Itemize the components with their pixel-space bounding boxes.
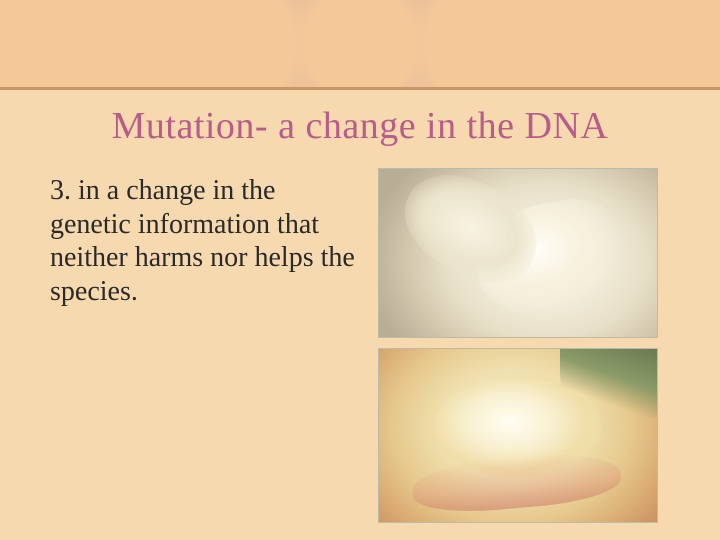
slide-content: Mutation- a change in the DNA 3. in a ch… bbox=[0, 90, 720, 540]
image-column bbox=[378, 168, 670, 523]
body-wrap: 3. in a change in the genetic informatio… bbox=[50, 168, 670, 523]
text-column: 3. in a change in the genetic informatio… bbox=[50, 168, 360, 523]
body-text: 3. in a change in the genetic informatio… bbox=[50, 174, 360, 308]
white-rose-photo bbox=[378, 168, 658, 338]
decorative-banner bbox=[0, 0, 720, 90]
petal-edge-overlay bbox=[410, 447, 622, 517]
slide-title: Mutation- a change in the DNA bbox=[50, 104, 670, 148]
yellow-rose-photo bbox=[378, 348, 658, 523]
